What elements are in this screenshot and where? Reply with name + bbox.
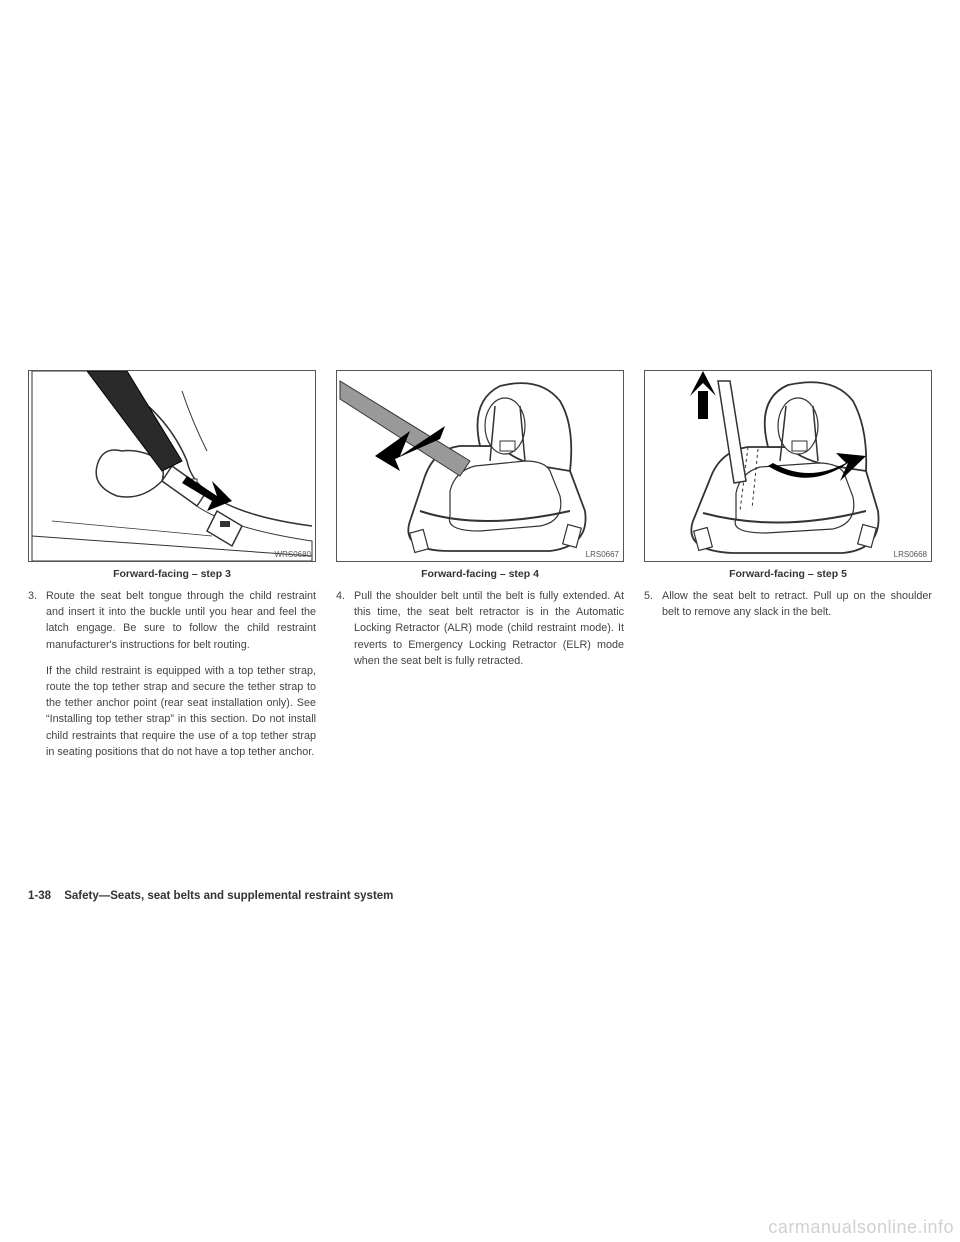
watermark: carmanualsonline.info	[768, 1217, 954, 1238]
step-paragraph: Pull the shoulder belt until the belt is…	[354, 590, 624, 667]
column-3: LRS0668 Forward-facing – step 5 5. Allow…	[644, 370, 932, 760]
figure-step-4: LRS0667	[336, 370, 624, 562]
column-1: WRS0680 Forward-facing – step 3 3. Route…	[28, 370, 316, 760]
figure-step-5: LRS0668	[644, 370, 932, 562]
figure-code: LRS0667	[586, 550, 619, 559]
figure-code: WRS0680	[275, 550, 311, 559]
page-number: 1-38	[28, 890, 51, 902]
figure-step-3: WRS0680	[28, 370, 316, 562]
figure-caption: Forward-facing – step 5	[644, 568, 932, 580]
figure-code: LRS0668	[894, 550, 927, 559]
list-item: 3. Route the seat belt tongue through th…	[46, 588, 316, 760]
illustration-pull-shoulder-belt	[337, 371, 623, 561]
step-paragraph: Allow the seat belt to retract. Pull up …	[662, 590, 932, 618]
column-2: LRS0667 Forward-facing – step 4 4. Pull …	[336, 370, 624, 760]
step-4-text: 4. Pull the shoulder belt until the belt…	[336, 588, 624, 669]
figure-caption: Forward-facing – step 3	[28, 568, 316, 580]
illustration-retract-belt	[645, 371, 931, 561]
illustration-seat-belt-buckle	[29, 371, 315, 561]
manual-page: WRS0680 Forward-facing – step 3 3. Route…	[28, 370, 932, 760]
figure-caption: Forward-facing – step 4	[336, 568, 624, 580]
step-number: 3.	[28, 588, 37, 604]
step-number: 5.	[644, 588, 653, 604]
list-item: 4. Pull the shoulder belt until the belt…	[354, 588, 624, 669]
step-number: 4.	[336, 588, 345, 604]
three-column-layout: WRS0680 Forward-facing – step 3 3. Route…	[28, 370, 932, 760]
step-paragraph: Route the seat belt tongue through the c…	[46, 590, 316, 651]
step-3-text: 3. Route the seat belt tongue through th…	[28, 588, 316, 760]
step-paragraph: If the child restraint is equipped with …	[46, 663, 316, 760]
list-item: 5. Allow the seat belt to retract. Pull …	[662, 588, 932, 620]
step-5-text: 5. Allow the seat belt to retract. Pull …	[644, 588, 932, 620]
page-footer: 1-38 Safety—Seats, seat belts and supple…	[28, 890, 393, 902]
section-title: Safety—Seats, seat belts and supplementa…	[64, 890, 393, 902]
